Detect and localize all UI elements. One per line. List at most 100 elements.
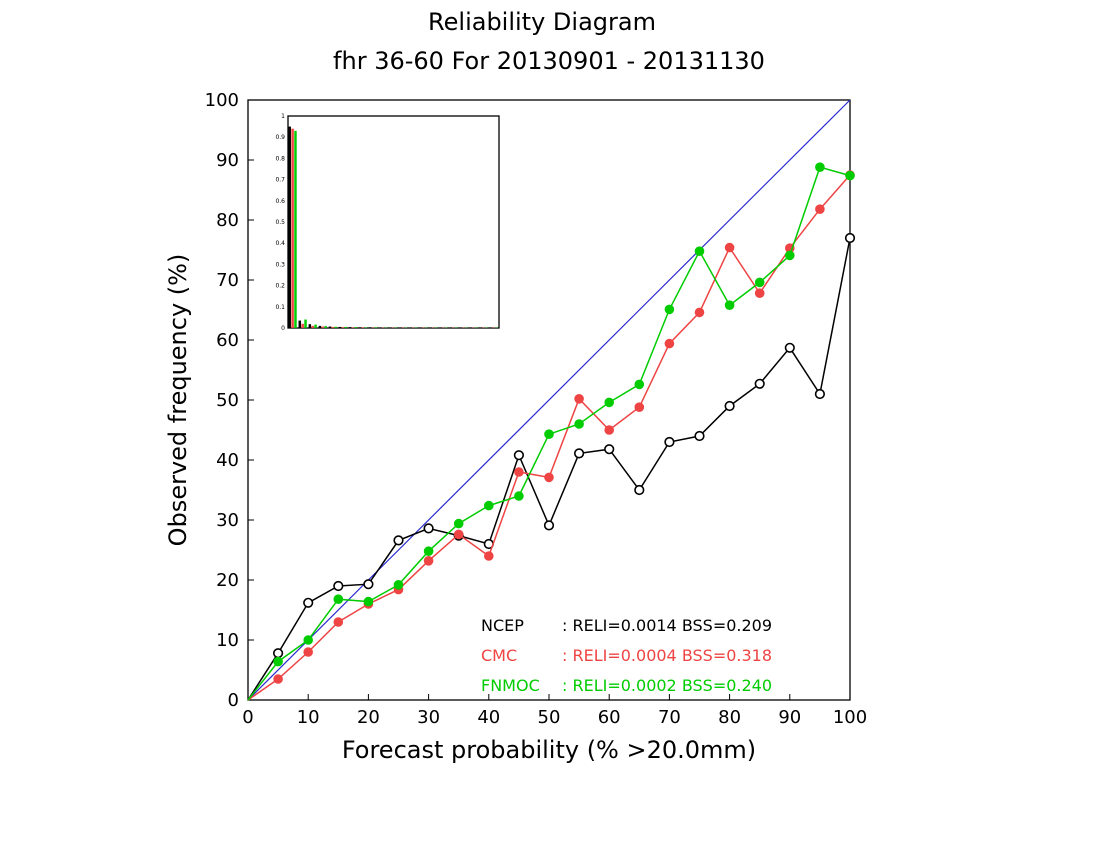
data-point-fnmoc: [725, 301, 734, 310]
inset-bar-ncep: [299, 321, 301, 328]
data-point-ncep: [786, 344, 795, 353]
data-point-fnmoc: [786, 251, 795, 260]
chart-subtitle: fhr 36-60 For 20130901 - 20131130: [333, 47, 765, 75]
inset-y-tick-label: 0.1: [275, 304, 285, 311]
data-point-fnmoc: [695, 247, 704, 256]
data-point-cmc: [575, 395, 584, 404]
data-point-fnmoc: [454, 519, 463, 528]
inset-y-tick-label: 0.6: [275, 198, 285, 205]
data-point-fnmoc: [515, 492, 524, 501]
inset-bar-cmc: [352, 327, 354, 328]
data-point-ncep: [424, 524, 433, 533]
y-tick-label: 80: [216, 210, 239, 231]
inset-bar-fnmoc: [355, 327, 357, 328]
legend-name-ncep: NCEP: [481, 616, 524, 635]
inset-y-tick-label: 0.7: [275, 177, 285, 184]
data-point-cmc: [635, 403, 644, 412]
data-point-cmc: [725, 243, 734, 252]
y-tick-label: 100: [205, 90, 239, 111]
data-point-cmc: [545, 473, 554, 482]
data-point-fnmoc: [575, 420, 584, 429]
legend-name-cmc: CMC: [481, 646, 517, 665]
inset-bar-ncep: [329, 327, 331, 328]
data-point-fnmoc: [846, 171, 855, 180]
data-point-ncep: [515, 451, 524, 460]
x-tick-label: 90: [778, 707, 801, 728]
x-tick-label: 70: [658, 707, 681, 728]
x-tick-label: 0: [242, 707, 253, 728]
data-point-ncep: [665, 438, 674, 447]
inset-bar-cmc: [291, 129, 293, 328]
data-point-fnmoc: [816, 163, 825, 172]
data-point-fnmoc: [334, 595, 343, 604]
data-point-ncep: [545, 521, 554, 530]
data-point-fnmoc: [274, 657, 283, 666]
y-tick-label: 50: [216, 390, 239, 411]
inset-bar-cmc: [301, 324, 303, 328]
y-tick-label: 0: [228, 690, 239, 711]
inset-bar-fnmoc: [334, 327, 336, 328]
data-point-fnmoc: [394, 581, 403, 590]
inset-frame: [288, 116, 499, 328]
y-tick-label: 90: [216, 150, 239, 171]
inset-bar-fnmoc: [324, 326, 326, 328]
data-point-cmc: [454, 530, 463, 539]
inset-bar-ncep: [289, 127, 291, 328]
data-point-cmc: [304, 648, 313, 657]
data-point-ncep: [755, 380, 764, 389]
chart-title: Reliability Diagram: [428, 8, 656, 36]
y-tick-label: 10: [216, 630, 239, 651]
data-point-cmc: [485, 552, 494, 561]
x-tick-label: 40: [477, 707, 500, 728]
data-point-cmc: [816, 205, 825, 214]
data-point-fnmoc: [364, 597, 373, 606]
inset-y-tick-label: 0: [281, 325, 285, 332]
legend-stats-fnmoc: : RELI=0.0002 BSS=0.240: [562, 676, 772, 695]
data-point-fnmoc: [665, 305, 674, 314]
inset-bar-fnmoc: [304, 320, 306, 328]
data-point-cmc: [274, 675, 283, 684]
x-tick-label: 10: [297, 707, 320, 728]
x-tick-label: 50: [538, 707, 561, 728]
data-point-ncep: [575, 449, 584, 458]
y-tick-label: 40: [216, 450, 239, 471]
inset-histogram: 00.10.20.30.40.50.60.70.80.91: [275, 113, 499, 332]
x-tick-label: 100: [833, 707, 867, 728]
data-point-cmc: [334, 618, 343, 627]
data-point-cmc: [665, 339, 674, 348]
inset-y-tick-label: 0.3: [275, 261, 285, 268]
data-point-cmc: [424, 557, 433, 566]
legend-name-fnmoc: FNMOC: [481, 676, 540, 695]
inset-bar-cmc: [362, 327, 364, 328]
inset-bar-fnmoc: [365, 327, 367, 328]
y-axis-label: Observed frequency (%): [164, 254, 192, 547]
data-point-ncep: [635, 486, 644, 495]
inset-bar-ncep: [369, 327, 371, 328]
inset-y-tick-label: 0.8: [275, 155, 285, 162]
y-tick-label: 30: [216, 510, 239, 531]
inset-bar-cmc: [322, 327, 324, 328]
data-point-fnmoc: [424, 547, 433, 556]
data-point-fnmoc: [304, 636, 313, 645]
data-point-fnmoc: [605, 398, 614, 407]
inset-bar-fnmoc: [294, 131, 296, 328]
inset-bar-fnmoc: [314, 325, 316, 328]
data-point-cmc: [695, 308, 704, 317]
x-tick-label: 20: [357, 707, 380, 728]
data-point-ncep: [304, 599, 313, 608]
inset-y-tick-label: 0.9: [275, 134, 285, 141]
data-point-ncep: [394, 536, 403, 545]
inset-bar-ncep: [339, 327, 341, 328]
inset-bar-cmc: [342, 327, 344, 328]
inset-y-tick-label: 1: [281, 113, 285, 120]
data-point-ncep: [695, 432, 704, 441]
y-tick-label: 20: [216, 570, 239, 591]
y-tick-label: 60: [216, 330, 239, 351]
inset-bar-ncep: [359, 327, 361, 328]
inset-y-tick-label: 0.2: [275, 283, 285, 290]
data-point-fnmoc: [755, 278, 764, 287]
data-point-fnmoc: [485, 501, 494, 510]
inset-bar-fnmoc: [375, 327, 377, 328]
